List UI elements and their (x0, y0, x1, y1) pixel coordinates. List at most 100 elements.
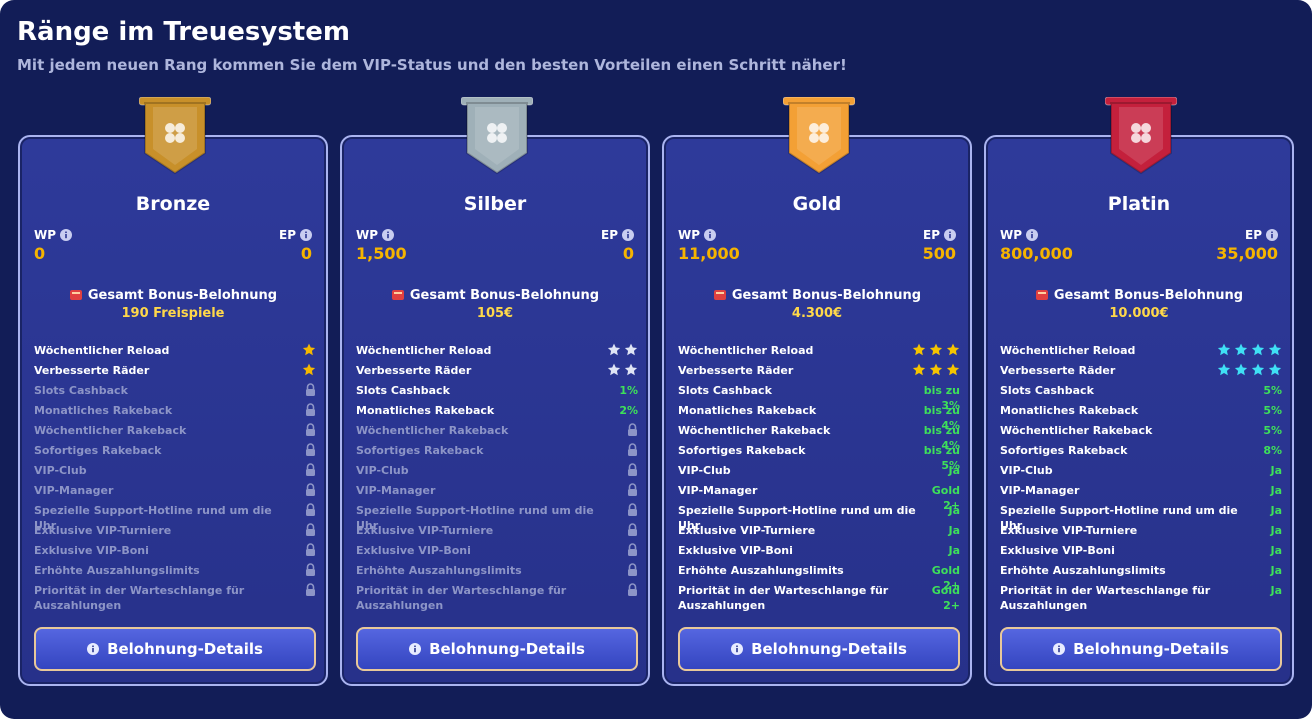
star (929, 343, 943, 356)
ep-value: 35,000 (1216, 244, 1278, 263)
feature-row: Priorität in der Warteschlange für Ausza… (34, 583, 316, 613)
info-icon (87, 643, 100, 655)
lock-icon (627, 563, 638, 580)
feature-row: Erhöhte Auszahlungslimits (356, 563, 638, 580)
info-icon (382, 229, 395, 241)
lock-icon (305, 423, 316, 440)
feature-label: Spezielle Support-Hotline rund um die Uh… (1000, 504, 1238, 532)
star (607, 363, 621, 376)
bonus-label: Gesamt Bonus-Belohnung (664, 288, 970, 303)
stars (302, 343, 316, 356)
feature-label: Verbesserte Räder (356, 364, 472, 377)
wp-label-text: WP (34, 228, 57, 242)
details-button[interactable]: Belohnung-Details (678, 627, 960, 671)
feature-value: Gold 2+ (931, 584, 960, 612)
feature-label: Exklusive VIP-Turniere (356, 524, 494, 537)
wp-value: 11,000 (678, 244, 740, 263)
details-button[interactable]: Belohnung-Details (1000, 627, 1282, 671)
feature-label: Monatliches Rakeback (356, 404, 495, 417)
feature-label: Monatliches Rakeback (1000, 404, 1139, 417)
info-icon (409, 643, 422, 655)
feature-row: Wöchentlicher Rakeback 5% (1000, 423, 1282, 438)
bonus-label-text: Gesamt Bonus-Belohnung (1053, 288, 1244, 303)
feature-value: Ja (1270, 564, 1282, 577)
feature-label: Monatliches Rakeback (678, 404, 817, 417)
ep-value: 500 (922, 244, 956, 263)
feature-row: VIP-Manager Ja (1000, 483, 1282, 498)
wp-value: 0 (34, 244, 46, 263)
info-icon (731, 643, 744, 655)
feature-row: Monatliches Rakeback 2% (356, 403, 638, 418)
feature-value: Ja (1270, 524, 1282, 537)
feature-value: Ja (948, 524, 960, 537)
lock-icon (305, 523, 316, 540)
rank-badge (460, 96, 534, 175)
info-icon (1053, 643, 1066, 655)
rank-name: Platin (1107, 193, 1171, 215)
bonus-label-text: Gesamt Bonus-Belohnung (87, 288, 278, 303)
feature-label: Wöchentlicher Reload (1000, 344, 1136, 357)
feature-row: Erhöhte Auszahlungslimits Ja (1000, 563, 1282, 578)
lock-icon (627, 583, 638, 600)
star (1251, 343, 1265, 356)
feature-row: Exklusive VIP-Turniere (356, 523, 638, 540)
details-button-text: Belohnung-Details (107, 640, 263, 658)
wp-label: WP (356, 228, 395, 242)
feature-label: Spezielle Support-Hotline rund um die Uh… (356, 504, 594, 532)
feature-value: 8% (1263, 444, 1282, 457)
feature-row: Slots Cashback bis zu 3% (678, 383, 960, 413)
stars (1217, 363, 1282, 376)
info-icon (300, 229, 312, 241)
feature-row: Sofortiges Rakeback 8% (1000, 443, 1282, 458)
lock-icon (627, 523, 638, 540)
feature-row: Verbesserte Räder (34, 363, 316, 378)
ep-label-text: EP (279, 228, 296, 242)
feature-label: Sofortiges Rakeback (1000, 444, 1128, 457)
feature-row: VIP-Manager Gold 2+ (678, 483, 960, 513)
lock-icon (305, 443, 316, 460)
star (912, 363, 926, 376)
rank-name: Gold (792, 193, 842, 215)
bonus-value: 190 Freispiele (121, 306, 225, 321)
feature-value: 5% (1263, 424, 1282, 437)
feature-label: Wöchentlicher Rakeback (34, 424, 187, 437)
feature-row: Exklusive VIP-Boni (34, 543, 316, 560)
feature-label: VIP-Manager (1000, 484, 1080, 497)
feature-label: Verbesserte Räder (1000, 364, 1116, 377)
lock-icon (627, 443, 638, 460)
feature-label: Slots Cashback (356, 384, 450, 397)
feature-row: Slots Cashback 5% (1000, 383, 1282, 398)
feature-label: Verbesserte Räder (34, 364, 150, 377)
details-button-text: Belohnung-Details (429, 640, 585, 658)
feature-label: Sofortiges Rakeback (34, 444, 162, 457)
feature-label: Spezielle Support-Hotline rund um die Uh… (678, 504, 916, 532)
details-button[interactable]: Belohnung-Details (356, 627, 638, 671)
gift-icon (69, 290, 82, 300)
lock-icon (627, 503, 638, 520)
feature-label: Erhöhte Auszahlungslimits (34, 564, 200, 577)
star (912, 343, 926, 356)
stars (607, 343, 638, 356)
details-button[interactable]: Belohnung-Details (34, 627, 316, 671)
feature-label: VIP-Club (1000, 464, 1053, 477)
ep-value: 0 (622, 244, 634, 263)
feature-row: Spezielle Support-Hotline rund um die Uh… (1000, 503, 1282, 533)
feature-row: Erhöhte Auszahlungslimits (34, 563, 316, 580)
lock-icon (627, 423, 638, 440)
bonus-label-text: Gesamt Bonus-Belohnung (731, 288, 922, 303)
feature-row: Priorität in der Warteschlange für Ausza… (1000, 583, 1282, 613)
feature-label: Priorität in der Warteschlange für Ausza… (678, 584, 889, 612)
rank-card: Platin WP EP 800,000 35,000 Gesamt Bonus-Belo… (984, 96, 1294, 686)
feature-label: Wöchentlicher Rakeback (356, 424, 509, 437)
ep-label: EP (923, 228, 956, 242)
feature-label: Wöchentlicher Reload (678, 344, 814, 357)
wp-label-text: WP (1000, 228, 1023, 242)
feature-row: Spezielle Support-Hotline rund um die Uh… (356, 503, 638, 533)
feature-value: Ja (1270, 484, 1282, 497)
feature-label: Wöchentlicher Rakeback (1000, 424, 1153, 437)
feature-label: Wöchentlicher Rakeback (678, 424, 831, 437)
info-icon (704, 229, 717, 241)
feature-row: Sofortiges Rakeback bis zu 5% (678, 443, 960, 473)
gift-icon (713, 290, 726, 300)
